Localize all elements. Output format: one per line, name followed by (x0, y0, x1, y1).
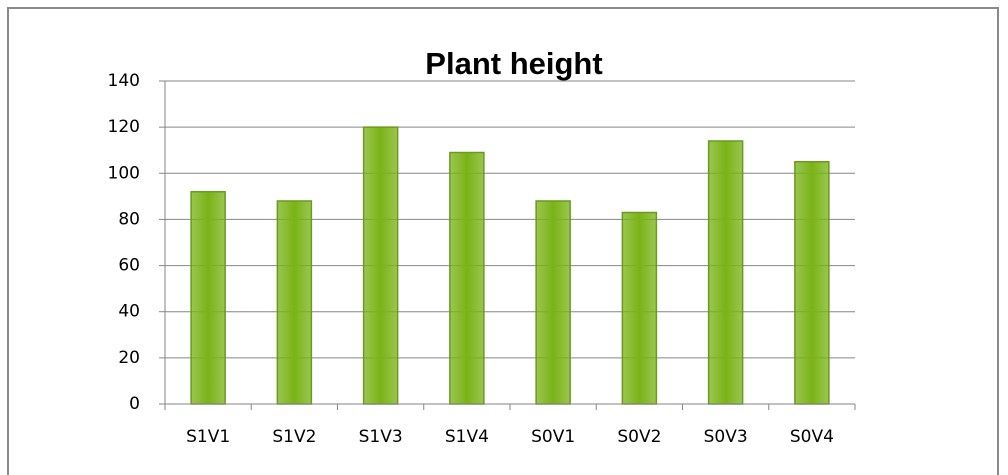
x-tick-label: S0V4 (790, 427, 834, 447)
bar (621, 211, 658, 405)
x-tick-label: S0V3 (704, 427, 748, 447)
bar (535, 200, 571, 405)
y-tick-label: 140 (108, 71, 140, 91)
x-tick-label: S1V1 (186, 427, 230, 447)
bar (449, 151, 485, 405)
y-tick-label: 120 (108, 117, 140, 137)
x-tick-label: S1V3 (359, 427, 403, 447)
bar (276, 200, 313, 405)
bar (707, 140, 744, 405)
x-tick-label: S1V4 (445, 427, 489, 447)
y-tick-label: 0 (129, 394, 140, 414)
y-tick-label: 20 (118, 348, 140, 368)
bar (190, 190, 226, 405)
x-tick-label: S1V2 (272, 427, 316, 447)
y-tick-label: 60 (118, 256, 140, 276)
x-tick-label: S0V2 (617, 427, 661, 447)
chart-title: Plant height (425, 46, 602, 81)
x-tick-label: S0V1 (531, 427, 575, 447)
bar (362, 126, 399, 405)
chart-frame (7, 7, 999, 475)
y-tick-label: 40 (118, 302, 140, 322)
bar (794, 161, 830, 405)
y-tick-label: 100 (108, 163, 140, 183)
y-tick-label: 80 (118, 209, 140, 229)
